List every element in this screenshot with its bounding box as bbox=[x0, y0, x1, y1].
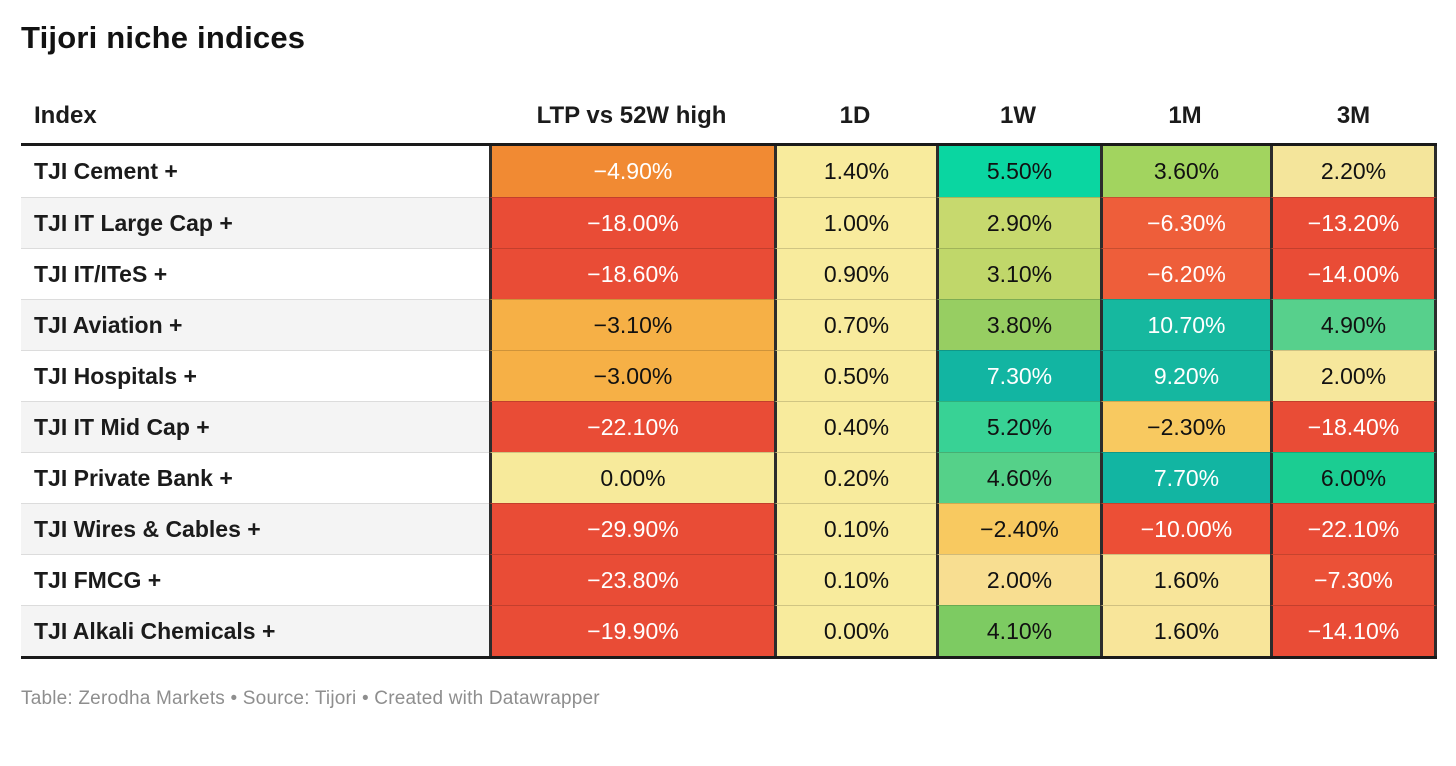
table-row: TJI Alkali Chemicals + −19.90% 0.00% 4.10% 1… bbox=[21, 605, 1437, 656]
index-label: TJI FMCG + bbox=[21, 554, 489, 605]
page-title: Tijori niche indices bbox=[21, 20, 306, 55]
value-cell-1w: 2.00% bbox=[936, 554, 1100, 605]
datawrapper-table-page: Tijori niche indices Index LTP vs 52W hi… bbox=[21, 20, 1437, 709]
index-label: TJI Alkali Chemicals + bbox=[21, 605, 489, 656]
index-label: TJI IT Large Cap + bbox=[21, 197, 489, 248]
table-row: TJI Wires & Cables + −29.90% 0.10% −2.40% −1… bbox=[21, 503, 1437, 554]
value-cell-1m: 3.60% bbox=[1100, 146, 1270, 197]
table-row: TJI FMCG + −23.80% 0.10% 2.00% 1.60% −7.30% bbox=[21, 554, 1437, 605]
value-cell-1w: 7.30% bbox=[936, 350, 1100, 401]
column-header-ltp-vs-52w-high: LTP vs 52W high bbox=[536, 102, 727, 129]
column-header-1d: 1D bbox=[839, 102, 871, 129]
value-cell-3m: −14.10% bbox=[1270, 605, 1437, 656]
value-cell-1d: 0.00% bbox=[774, 605, 936, 656]
value-cell-3m: 6.00% bbox=[1270, 452, 1437, 503]
index-label: TJI IT/ITeS + bbox=[21, 248, 489, 299]
value-cell-3m: −14.00% bbox=[1270, 248, 1437, 299]
table-row: TJI Private Bank +0.00% 0.20% 4.60% 7.70% 6.… bbox=[21, 452, 1437, 503]
column-header-index: Index bbox=[34, 102, 97, 129]
value-cell-3m: 2.00% bbox=[1270, 350, 1437, 401]
index-label: TJI Aviation + bbox=[21, 299, 489, 350]
value-cell-3m: −13.20% bbox=[1270, 197, 1437, 248]
value-cell-3m: 4.90% bbox=[1270, 299, 1437, 350]
value-cell-1w: 4.60% bbox=[936, 452, 1100, 503]
value-cell-1d: 0.90% bbox=[774, 248, 936, 299]
value-cell-1d: 0.10% bbox=[774, 554, 936, 605]
value-cell-1w: 5.50% bbox=[936, 146, 1100, 197]
value-cell-1d: 0.50% bbox=[774, 350, 936, 401]
value-cell-ltp_vs_52w_high: 0.00% bbox=[489, 452, 774, 503]
index-label: TJI Wires & Cables + bbox=[21, 503, 489, 554]
value-cell-ltp_vs_52w_high: −4.90% bbox=[489, 146, 774, 197]
table-body: TJI Cement + −4.90% 1.40% 5.50% 3.60% 2.20% TJ… bbox=[21, 146, 1437, 659]
value-cell-1d: 0.70% bbox=[774, 299, 936, 350]
value-cell-1d: 0.10% bbox=[774, 503, 936, 554]
index-label: TJI Cement + bbox=[21, 146, 489, 197]
value-cell-1d: 1.00% bbox=[774, 197, 936, 248]
value-cell-ltp_vs_52w_high: −29.90% bbox=[489, 503, 774, 554]
value-cell-1m: 1.60% bbox=[1100, 554, 1270, 605]
value-cell-ltp_vs_52w_high: −3.00% bbox=[489, 350, 774, 401]
value-cell-1m: −6.30% bbox=[1100, 197, 1270, 248]
value-cell-1w: 3.10% bbox=[936, 248, 1100, 299]
column-header-1w: 1W bbox=[1000, 102, 1036, 129]
value-cell-3m: 2.20% bbox=[1270, 146, 1437, 197]
value-cell-ltp_vs_52w_high: −18.00% bbox=[489, 197, 774, 248]
value-cell-3m: −22.10% bbox=[1270, 503, 1437, 554]
index-label: TJI Private Bank + bbox=[21, 452, 489, 503]
table-row: TJI IT Large Cap + −18.00% 1.00% 2.90% −6.30… bbox=[21, 197, 1437, 248]
table-row: TJI IT/ITeS + −18.60% 0.90% 3.10% −6.20% −14.… bbox=[21, 248, 1437, 299]
index-label: TJI IT Mid Cap + bbox=[21, 401, 489, 452]
value-cell-ltp_vs_52w_high: −19.90% bbox=[489, 605, 774, 656]
table-row: TJI Aviation + −3.10% 0.70% 3.80% 10.70% 4.90… bbox=[21, 299, 1437, 350]
value-cell-1m: −6.20% bbox=[1100, 248, 1270, 299]
value-cell-1d: 0.20% bbox=[774, 452, 936, 503]
value-cell-1m: 1.60% bbox=[1100, 605, 1270, 656]
table-row: TJI IT Mid Cap + −22.10% 0.40% 5.20% −2.30% −… bbox=[21, 401, 1437, 452]
value-cell-1m: 9.20% bbox=[1100, 350, 1270, 401]
value-cell-1m: 7.70% bbox=[1100, 452, 1270, 503]
value-cell-ltp_vs_52w_high: −18.60% bbox=[489, 248, 774, 299]
value-cell-1w: −2.40% bbox=[936, 503, 1100, 554]
value-cell-1m: −2.30% bbox=[1100, 401, 1270, 452]
column-header-3m: 3M bbox=[1336, 102, 1371, 129]
value-cell-1w: 4.10% bbox=[936, 605, 1100, 656]
value-cell-1m: 10.70% bbox=[1100, 299, 1270, 350]
value-cell-3m: −18.40% bbox=[1270, 401, 1437, 452]
value-cell-ltp_vs_52w_high: −23.80% bbox=[489, 554, 774, 605]
value-cell-ltp_vs_52w_high: −3.10% bbox=[489, 299, 774, 350]
value-cell-1d: 0.40% bbox=[774, 401, 936, 452]
value-cell-3m: −7.30% bbox=[1270, 554, 1437, 605]
value-cell-1w: 2.90% bbox=[936, 197, 1100, 248]
index-label: TJI Hospitals + bbox=[21, 350, 489, 401]
table-row: TJI Cement + −4.90% 1.40% 5.50% 3.60% 2.20% bbox=[21, 146, 1437, 197]
table-row: TJI Hospitals + −3.00% 0.50% 7.30% 9.20% 2.00… bbox=[21, 350, 1437, 401]
table-footer-attribution: Table: Zerodha Markets • Source: Tijori … bbox=[21, 688, 600, 709]
value-cell-1d: 1.40% bbox=[774, 146, 936, 197]
value-cell-ltp_vs_52w_high: −22.10% bbox=[489, 401, 774, 452]
value-cell-1w: 5.20% bbox=[936, 401, 1100, 452]
value-cell-1m: −10.00% bbox=[1100, 503, 1270, 554]
table-header-row: Index LTP vs 52W high 1D 1W 1M 3M bbox=[21, 102, 1437, 146]
value-cell-1w: 3.80% bbox=[936, 299, 1100, 350]
indices-table: Index LTP vs 52W high 1D 1W 1M 3M TJI Ce… bbox=[21, 102, 1437, 659]
column-header-1m: 1M bbox=[1168, 102, 1202, 129]
